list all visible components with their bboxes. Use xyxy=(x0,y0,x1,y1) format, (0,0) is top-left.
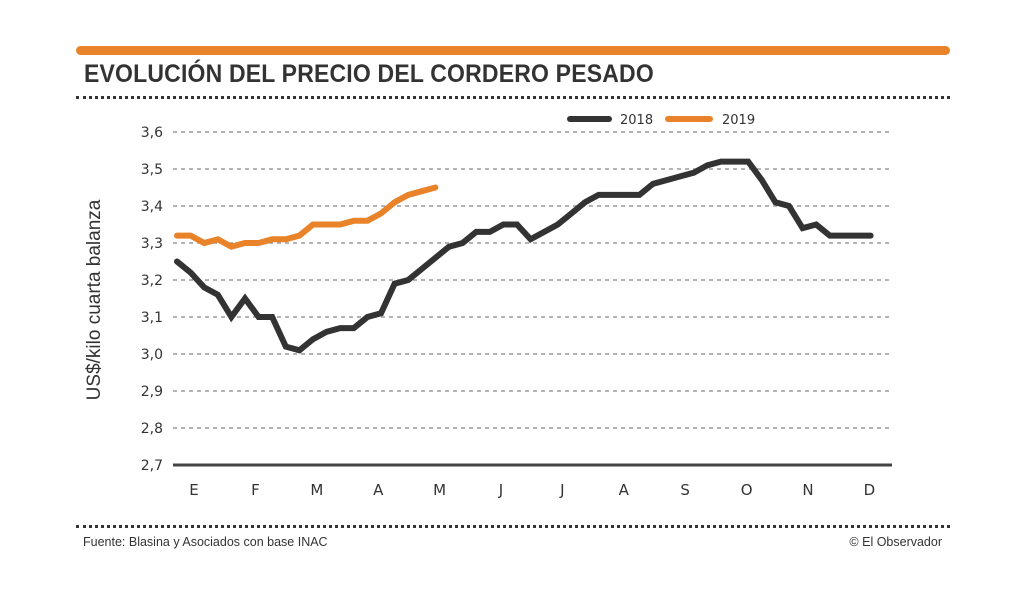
y-tick-label: 3,1 xyxy=(141,310,163,326)
credit-note: © El Observador xyxy=(849,535,942,549)
x-tick-label: S xyxy=(680,481,690,499)
y-tick-label: 3,0 xyxy=(141,347,163,363)
x-tick-label: N xyxy=(802,481,813,499)
y-tick-label: 3,4 xyxy=(141,199,163,215)
footer-divider xyxy=(76,525,950,528)
y-axis-title: US$/kilo cuarta balanza xyxy=(84,199,105,400)
y-tick-label: 2,7 xyxy=(141,458,163,474)
y-tick-label: 3,2 xyxy=(141,273,163,289)
legend-label-2019: 2019 xyxy=(722,113,755,128)
y-tick-label: 2,8 xyxy=(141,421,163,437)
x-tick-label: J xyxy=(498,481,503,499)
y-tick-label: 2,9 xyxy=(141,384,163,400)
x-tick-label: A xyxy=(373,481,384,499)
source-note: Fuente: Blasina y Asociados con base INA… xyxy=(83,535,328,549)
series-line-2019 xyxy=(174,184,439,250)
y-tick-label: 3,5 xyxy=(141,162,163,178)
series-lines xyxy=(174,158,874,354)
x-tick-label: A xyxy=(619,481,630,499)
x-tick-label: E xyxy=(189,481,198,499)
gridlines xyxy=(173,131,892,467)
x-tick-label: F xyxy=(251,481,260,499)
legend-label-2018: 2018 xyxy=(620,113,653,128)
x-tick-label: M xyxy=(433,481,446,499)
title-divider xyxy=(76,96,950,99)
x-tick-label: J xyxy=(559,481,564,499)
x-tick-label: M xyxy=(310,481,323,499)
y-tick-label: 3,6 xyxy=(141,125,163,141)
chart-title: EVOLUCIÓN DEL PRECIO DEL CORDERO PESADO xyxy=(84,60,654,88)
accent-bar xyxy=(76,46,950,55)
y-axis-ticks: 3,6 3,5 3,4 3,3 3,2 3,1 3,0 2,9 2,8 2,7 xyxy=(141,125,163,474)
series-line-2018 xyxy=(174,158,874,354)
legend: 2018 2019 xyxy=(567,113,755,128)
x-tick-label: O xyxy=(741,481,753,499)
y-tick-label: 3,3 xyxy=(141,236,163,252)
x-tick-label: D xyxy=(864,481,876,499)
